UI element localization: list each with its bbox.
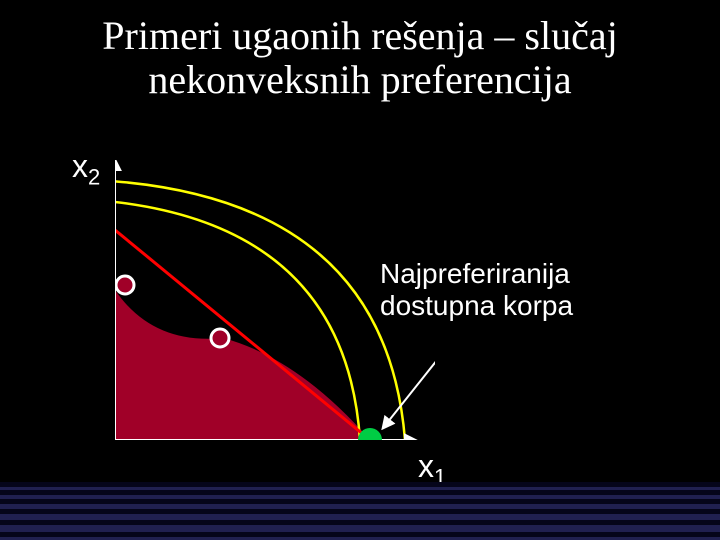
slide: Primeri ugaonih rešenja – slučaj nekonve… [0,0,720,540]
candidate-marker-2 [211,329,229,347]
floor-stripes [0,482,720,540]
y-axis-sub: 2 [88,164,100,189]
x-axis-var: x [418,448,434,484]
chart [115,160,435,440]
candidate-marker-1 [116,276,134,294]
annotation-arrow [383,340,435,428]
slide-title: Primeri ugaonih rešenja – slučaj nekonve… [0,14,720,102]
title-line-1: Primeri ugaonih rešenja – slučaj [102,13,617,58]
y-axis-label: x2 [72,148,100,190]
title-line-2: nekonveksnih preferencija [148,57,571,102]
optimum-marker [358,428,382,440]
nonconvex-set [115,290,370,440]
y-axis-var: x [72,148,88,184]
